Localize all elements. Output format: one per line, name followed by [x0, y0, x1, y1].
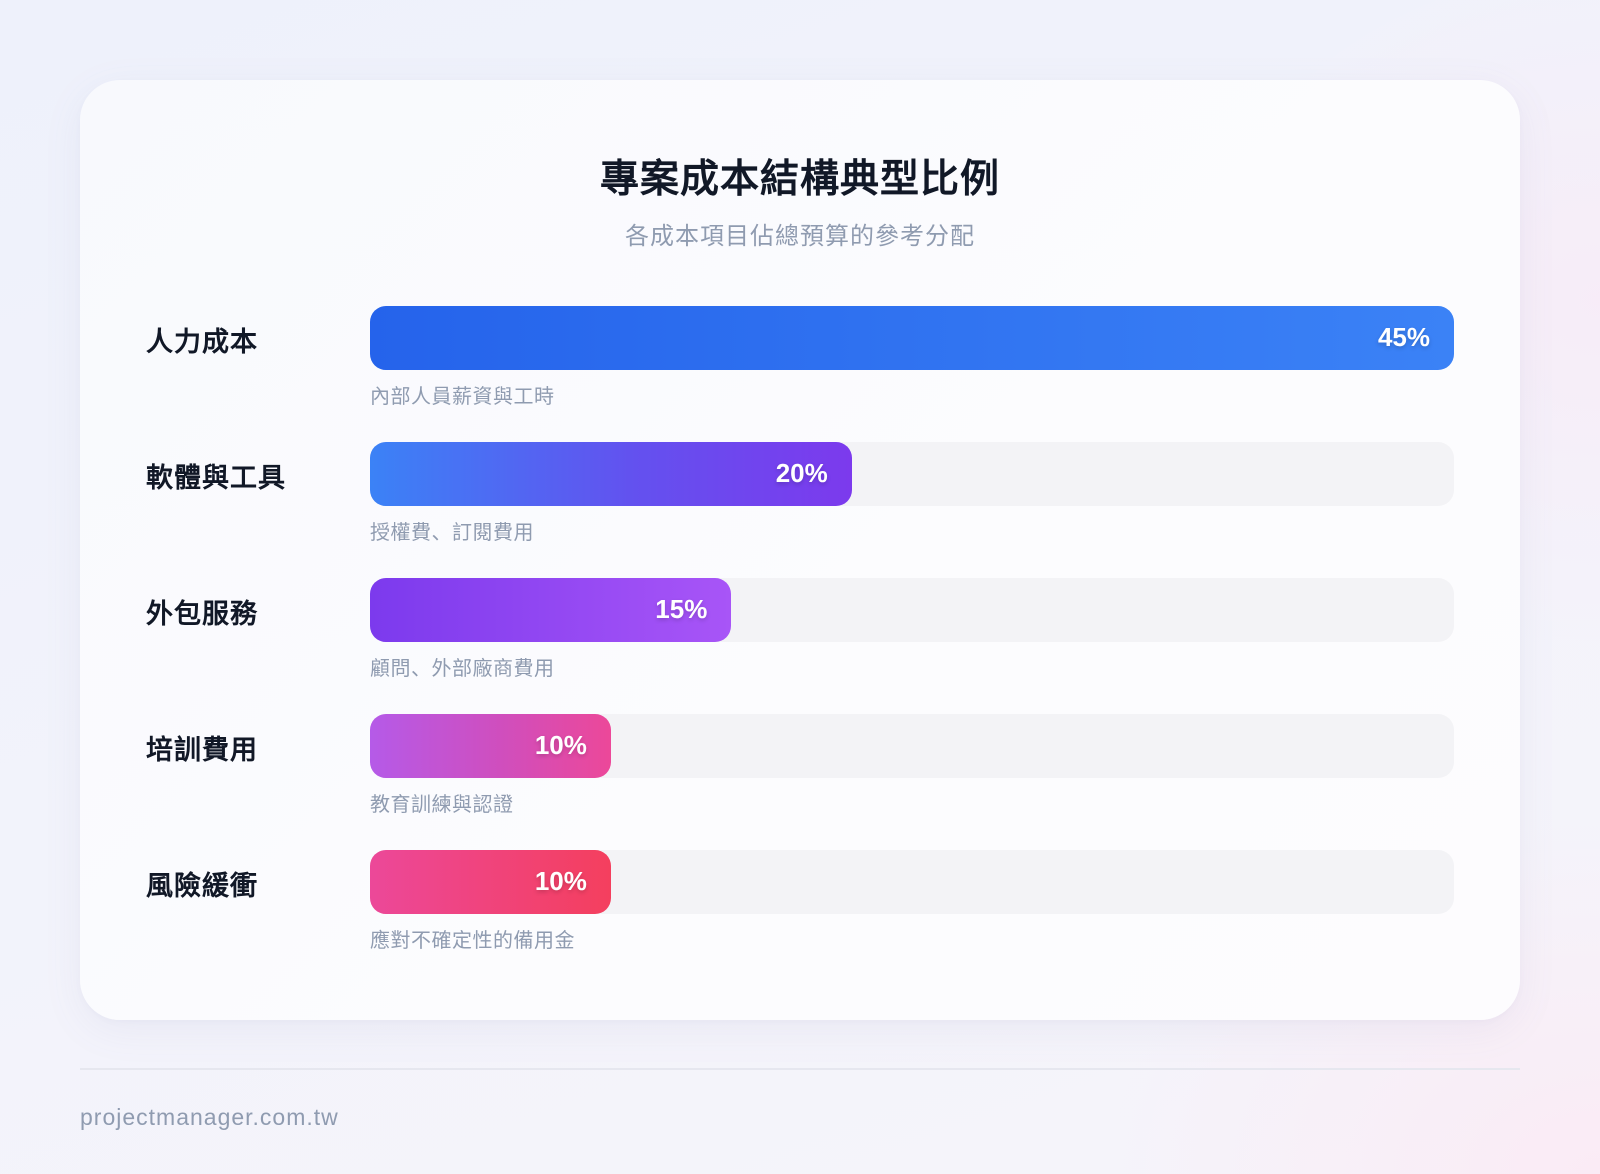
bar-label: 軟體與工具 [146, 463, 286, 494]
bar-fill: 10% [370, 714, 611, 778]
footer-divider [80, 1068, 1520, 1070]
chart-subtitle: 各成本項目佔總預算的參考分配 [625, 222, 975, 250]
bar-description: 顧問、外部廠商費用 [370, 656, 555, 680]
bar-label: 外包服務 [146, 599, 258, 630]
bar-fill: 15% [370, 578, 732, 642]
bar-row-training: 培訓費用 10% 教育訓練與認證 [80, 714, 1520, 824]
chart-card: 專案成本結構典型比例 各成本項目佔總預算的參考分配 人力成本 45% 內部人員薪… [80, 80, 1520, 1020]
bar-value: 45% [1377, 322, 1430, 352]
bar-track: 20% [370, 442, 1454, 506]
bar-fill: 20% [370, 442, 852, 506]
bar-description: 內部人員薪資與工時 [370, 384, 555, 408]
bar-track: 10% [370, 850, 1454, 914]
bar-track: 15% [370, 578, 1454, 642]
bar-description: 教育訓練與認證 [370, 792, 514, 816]
bar-value: 15% [655, 594, 708, 624]
bar-row-outsourcing: 外包服務 15% 顧問、外部廠商費用 [80, 578, 1520, 688]
bar-row-labor: 人力成本 45% 內部人員薪資與工時 [80, 306, 1520, 416]
bar-row-software: 軟體與工具 20% 授權費、訂閱費用 [80, 442, 1520, 552]
bar-fill: 10% [370, 850, 611, 914]
bar-description: 應對不確定性的備用金 [370, 928, 575, 952]
footer-site: projectmanager.com.tw [80, 1104, 339, 1130]
chart-title: 專案成本結構典型比例 [599, 157, 1000, 202]
bar-value: 20% [775, 458, 828, 488]
bar-track: 45% [370, 306, 1454, 370]
bar-value: 10% [534, 866, 587, 896]
bar-track: 10% [370, 714, 1454, 778]
bar-row-risk-buffer: 風險緩衝 10% 應對不確定性的備用金 [80, 850, 1520, 960]
bar-label: 人力成本 [146, 327, 258, 358]
bar-label: 培訓費用 [146, 735, 258, 766]
bar-fill: 45% [370, 306, 1454, 370]
bar-description: 授權費、訂閱費用 [370, 520, 534, 544]
bar-label: 風險緩衝 [146, 871, 258, 902]
bar-value: 10% [534, 730, 587, 760]
